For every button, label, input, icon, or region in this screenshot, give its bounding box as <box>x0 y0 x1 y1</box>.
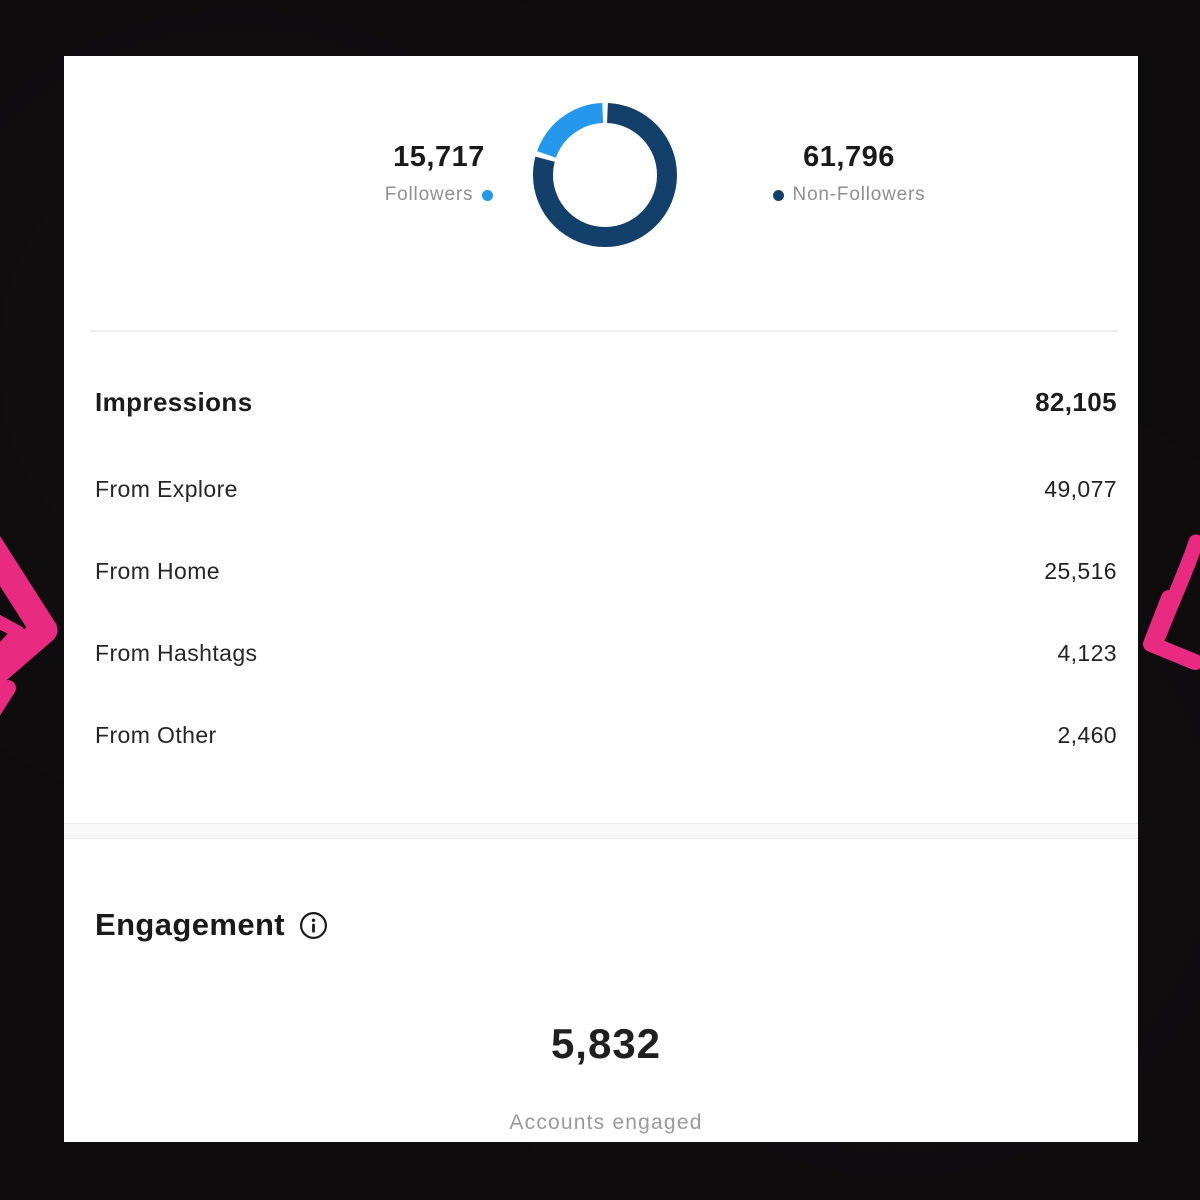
info-icon[interactable] <box>299 911 328 940</box>
followers-label-row: Followers <box>314 184 564 206</box>
impressions-title: Impressions <box>95 386 253 417</box>
right-arrow-head <box>1143 590 1200 670</box>
impressions-header-row: Impressions 82,105 <box>95 356 1117 448</box>
table-row: From Explore 49,077 <box>95 448 1117 530</box>
card-separator-band <box>64 823 1138 839</box>
row-label-from-explore: From Explore <box>95 475 238 502</box>
engagement-section: Engagement 5,832 Accounts engaged <box>95 839 1117 1142</box>
right-annotation-arrow <box>1140 528 1200 678</box>
row-value-from-explore: 49,077 <box>1044 475 1117 502</box>
table-row: From Other 2,460 <box>95 694 1117 776</box>
engagement-header: Engagement <box>95 905 1117 945</box>
accounts-engaged-caption: Accounts engaged <box>509 1111 703 1134</box>
right-arrow-shaft <box>1149 534 1200 648</box>
table-row: From Hashtags 4,123 <box>95 612 1117 694</box>
non-followers-stat: 61,796 Non-Followers <box>719 141 979 206</box>
section-divider <box>90 330 1118 332</box>
row-value-from-other: 2,460 <box>1057 721 1117 748</box>
followers-label: Followers <box>384 184 474 205</box>
followers-stat: 15,717 Followers <box>314 141 564 206</box>
row-label-from-hashtags: From Hashtags <box>95 639 258 666</box>
left-annotation-arrow <box>0 530 60 730</box>
followers-count: 15,717 <box>393 141 485 173</box>
impressions-section: Impressions 82,105 From Explore 49,077 F… <box>95 356 1117 776</box>
audience-breakdown-section: 15,717 Followers 61,796 Non-Followers <box>64 56 1138 330</box>
impressions-total: 82,105 <box>1035 386 1117 417</box>
row-value-from-hashtags: 4,123 <box>1057 639 1117 666</box>
non-followers-count: 61,796 <box>803 141 895 173</box>
non-followers-label-row: Non-Followers <box>719 184 979 206</box>
left-arrow-tail-stroke <box>0 680 16 716</box>
audience-donut-chart <box>533 103 677 247</box>
row-label-from-home: From Home <box>95 557 221 584</box>
row-label-from-other: From Other <box>95 721 217 748</box>
left-arrow-inner-chevron <box>0 614 25 661</box>
followers-legend-dot <box>482 189 494 201</box>
accounts-engaged-count: 5,832 <box>550 1020 662 1067</box>
donut-chart-svg <box>533 103 677 247</box>
insights-card: 15,717 Followers 61,796 Non-Followers Im… <box>64 56 1138 1142</box>
row-value-from-home: 25,516 <box>1044 557 1117 584</box>
non-followers-label: Non-Followers <box>792 184 926 205</box>
engagement-title: Engagement <box>95 907 286 942</box>
left-arrow-chevron <box>0 535 58 686</box>
non-followers-legend-dot <box>772 189 784 201</box>
table-row: From Home 25,516 <box>95 530 1117 612</box>
